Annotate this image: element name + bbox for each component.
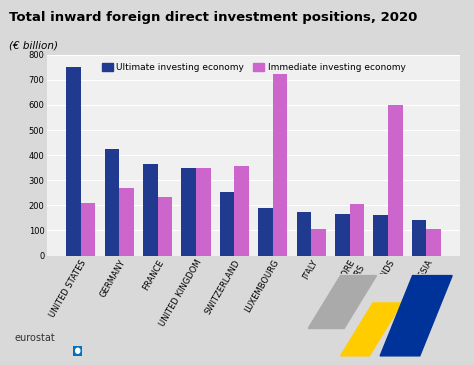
Bar <box>157 196 172 255</box>
Polygon shape <box>308 276 376 328</box>
Bar <box>81 203 95 256</box>
Bar <box>297 212 311 256</box>
Text: eurostat: eurostat <box>14 333 55 343</box>
Polygon shape <box>340 303 402 356</box>
Bar <box>143 164 157 255</box>
Bar <box>273 74 287 256</box>
Bar <box>412 220 427 255</box>
Bar <box>220 192 234 255</box>
Bar <box>234 166 249 255</box>
Text: (€ billion): (€ billion) <box>9 40 58 50</box>
Circle shape <box>75 348 80 353</box>
Text: Total inward foreign direct investment positions, 2020: Total inward foreign direct investment p… <box>9 11 418 24</box>
Polygon shape <box>380 276 452 356</box>
Bar <box>350 204 364 256</box>
Legend: Ultimate investing economy, Immediate investing economy: Ultimate investing economy, Immediate in… <box>98 59 409 76</box>
Bar <box>335 214 350 256</box>
Bar <box>258 208 273 255</box>
Bar <box>66 67 81 256</box>
Bar <box>119 188 134 256</box>
Bar <box>182 168 196 255</box>
Bar <box>427 228 441 256</box>
Bar <box>374 215 388 255</box>
Bar <box>311 228 326 256</box>
Bar <box>388 105 402 256</box>
Bar <box>196 168 210 255</box>
Bar <box>105 149 119 256</box>
